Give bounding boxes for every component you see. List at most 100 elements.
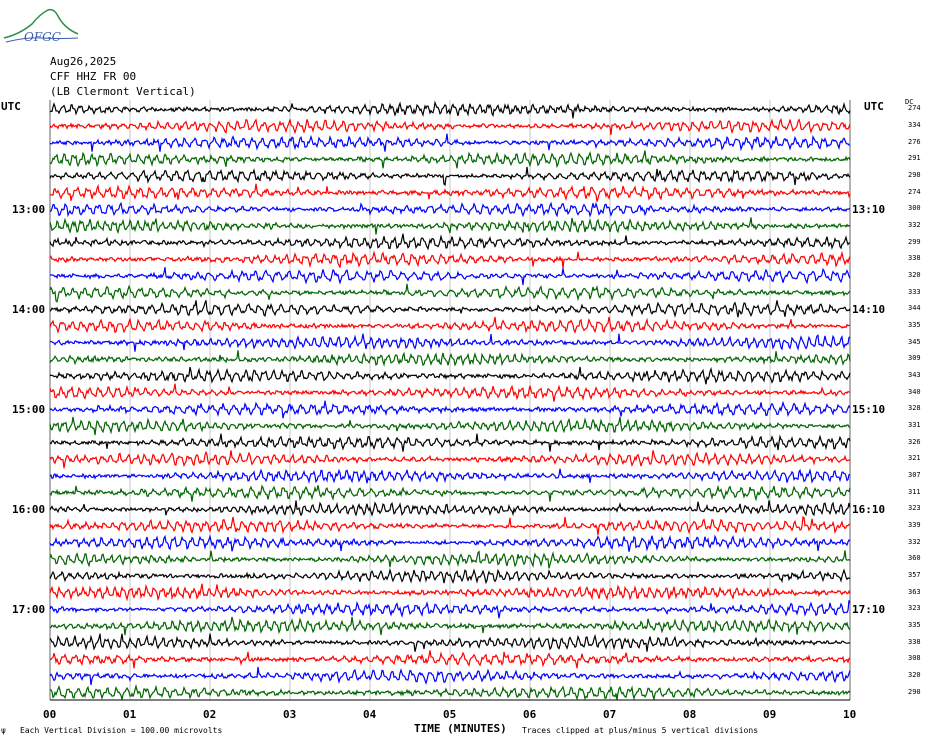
dc-offset-label: 338: [908, 637, 921, 646]
seismic-trace: [49, 650, 851, 669]
x-tick-label: 05: [443, 708, 457, 721]
x-tick-label: 04: [363, 708, 377, 721]
header-station: CFF HHZ FR 00: [50, 70, 137, 83]
seismic-trace: [49, 150, 851, 169]
dc-offset-label: 343: [908, 371, 921, 379]
dc-offset-label: 309: [908, 354, 921, 363]
dc-offset-label: 345: [908, 337, 921, 346]
dc-offset-label: 307: [908, 471, 921, 479]
seismic-trace: [49, 600, 851, 619]
dc-offset-label: 323: [908, 604, 921, 613]
logo-text: OFGC: [24, 30, 61, 44]
seismic-trace: [49, 217, 851, 235]
seismic-trace: [49, 100, 851, 119]
left-time-label: 14:00: [12, 303, 46, 316]
dc-offset-label: 274: [908, 104, 921, 113]
dc-offset-label: 311: [908, 487, 921, 496]
seismic-trace: [49, 616, 851, 636]
seismic-trace: [49, 567, 851, 585]
dc-offset-label: 340: [908, 387, 921, 396]
x-tick-label: 08: [683, 708, 697, 721]
left-time-label: 16:00: [12, 503, 46, 516]
seismic-trace: [49, 633, 851, 652]
x-tick-label: 02: [203, 708, 217, 721]
dc-offset-label: 332: [908, 537, 921, 546]
left-time-label: 15:00: [12, 403, 46, 416]
utc-left-label: UTC: [1, 100, 21, 113]
seismic-trace: [49, 583, 851, 602]
right-time-label: 15:10: [852, 403, 886, 416]
ofgc-logo: OFGC: [2, 4, 80, 48]
dc-offset-label: 274: [908, 187, 921, 196]
dc-offset-label: 344: [908, 304, 921, 313]
header-date: Aug26,2025: [50, 55, 117, 68]
seismic-traces: [49, 100, 851, 702]
dc-offset-label: 291: [908, 154, 921, 163]
dc-offset-label: 298: [908, 171, 921, 179]
seismic-trace: [49, 183, 851, 202]
seismic-trace: [49, 383, 851, 402]
right-time-label: 16:10: [852, 503, 886, 516]
seismic-trace: [49, 433, 851, 452]
dc-offset-label: 321: [908, 454, 921, 463]
dc-offset-label: 320: [908, 271, 921, 279]
seismic-trace: [49, 468, 851, 484]
seismic-trace: [49, 683, 851, 702]
ofgc-volcano-logo-icon: OFGC: [3, 8, 79, 44]
x-tick-label: 06: [523, 708, 537, 721]
seismic-trace: [49, 350, 851, 367]
dc-offset-label: 276: [908, 137, 921, 146]
x-axis-label: TIME (MINUTES): [414, 722, 507, 735]
utc-right-label: UTC: [864, 100, 884, 113]
dc-offset-label: 333: [908, 287, 921, 296]
left-time-label: 17:00: [12, 603, 46, 616]
seismic-trace: [49, 516, 851, 536]
x-tick-label: 07: [603, 708, 617, 721]
plot-grid: [49, 100, 851, 700]
dc-offset-label: 299: [908, 237, 921, 246]
dc-offset-label: 320: [908, 671, 921, 679]
header-location: (LB Clermont Vertical): [50, 85, 196, 98]
seismic-trace: [49, 450, 851, 469]
dc-offset-label: 308: [908, 654, 921, 663]
dc-offset-label: 334: [908, 121, 921, 129]
dc-offset-label: 332: [908, 221, 921, 229]
seismic-trace: [49, 201, 851, 218]
x-tick-label: 00: [43, 708, 57, 721]
dc-offset-label: 290: [908, 687, 921, 696]
dc-offset-label: 360: [908, 554, 921, 563]
dc-label: DC: [905, 98, 914, 106]
corner-mark: ψ: [1, 726, 6, 735]
seismic-trace: [49, 550, 851, 569]
dc-offset-label: 331: [908, 421, 921, 429]
dc-offset-label: 363: [908, 587, 921, 596]
seismic-trace: [49, 166, 851, 187]
dc-offset-label: 335: [908, 321, 921, 329]
seismic-trace: [49, 400, 851, 419]
dc-offset-label: 323: [908, 504, 921, 513]
dc-offset-label: 326: [908, 437, 921, 446]
scale-note: Each Vertical Division = 100.00 microvol…: [20, 726, 223, 735]
seismic-trace: [49, 117, 851, 136]
clip-note: Traces clipped at plus/minus 5 vertical …: [522, 726, 759, 735]
x-tick-label: 10: [843, 708, 857, 721]
seismic-trace: [49, 333, 851, 352]
seismic-trace: [49, 267, 851, 286]
dc-offset-label: 339: [908, 521, 921, 529]
seismic-trace: [49, 366, 851, 385]
seismic-trace: [49, 283, 851, 303]
dc-offset-label: 338: [908, 254, 921, 263]
left-time-label: 13:00: [12, 203, 46, 216]
dc-offset-label: 328: [908, 404, 921, 413]
seismic-trace: [49, 534, 851, 552]
x-tick-label: 09: [763, 708, 777, 721]
seismic-trace: [49, 300, 851, 318]
seismic-trace: [49, 233, 851, 251]
x-tick-label: 03: [283, 708, 297, 721]
seismic-trace: [49, 484, 851, 502]
seismic-trace: [49, 416, 851, 436]
x-tick-label: 01: [123, 708, 137, 721]
right-time-label: 14:10: [852, 303, 886, 316]
dc-offset-label: 300: [908, 204, 921, 213]
